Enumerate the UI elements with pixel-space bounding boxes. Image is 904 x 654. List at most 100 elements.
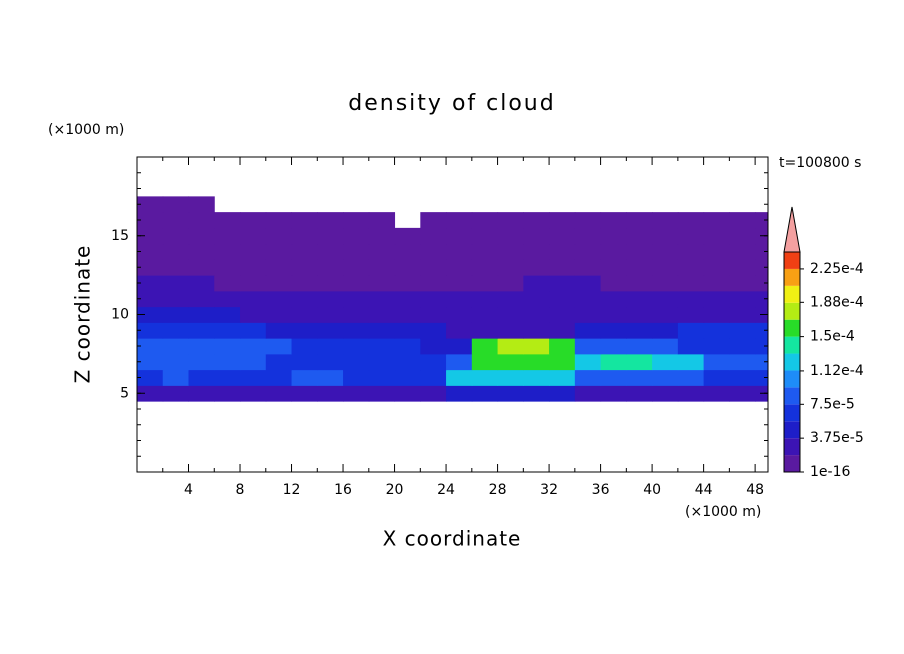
field-cell bbox=[240, 212, 267, 229]
field-cell bbox=[523, 212, 550, 229]
x-tick-label: 40 bbox=[643, 482, 661, 498]
field-cell bbox=[343, 306, 370, 323]
field-cell bbox=[394, 227, 421, 245]
field-cell bbox=[549, 369, 576, 386]
field-cell bbox=[446, 385, 473, 402]
field-cell bbox=[368, 290, 396, 308]
field-cell bbox=[626, 243, 653, 260]
field-cell bbox=[162, 196, 190, 213]
field-cell bbox=[317, 243, 344, 260]
field-cell bbox=[343, 243, 370, 260]
field-cell bbox=[291, 385, 318, 402]
field-cell bbox=[652, 259, 679, 276]
field-cell bbox=[137, 385, 164, 402]
field-cell bbox=[523, 227, 550, 245]
colorbar-segment bbox=[784, 370, 800, 388]
field-cell bbox=[265, 338, 293, 355]
field-cell bbox=[240, 306, 267, 323]
field-cell bbox=[677, 259, 705, 276]
field-cell bbox=[162, 212, 190, 229]
field-cell bbox=[626, 322, 653, 339]
colorbar-segment bbox=[784, 404, 800, 422]
colorbar-segment bbox=[784, 455, 800, 472]
field-cell bbox=[420, 306, 447, 323]
field-cell bbox=[162, 338, 190, 355]
x-tick-label: 4 bbox=[184, 482, 193, 498]
field-cell bbox=[394, 322, 421, 339]
field-cell bbox=[291, 369, 318, 386]
field-cell bbox=[291, 322, 318, 339]
field-cell bbox=[574, 338, 602, 355]
field-cell bbox=[394, 338, 421, 355]
field-cell bbox=[729, 243, 756, 260]
field-cell bbox=[162, 322, 190, 339]
field-cell bbox=[214, 290, 241, 308]
field-cell bbox=[652, 275, 679, 292]
field-cell bbox=[574, 243, 602, 260]
x-tick-label: 12 bbox=[283, 482, 301, 498]
colorbar-segment bbox=[784, 319, 800, 337]
field-cell bbox=[497, 212, 524, 229]
field-cell bbox=[574, 369, 602, 386]
field-cell bbox=[471, 290, 499, 308]
field-cell bbox=[652, 385, 679, 402]
field-cell bbox=[523, 306, 550, 323]
field-cell bbox=[549, 353, 576, 371]
field-cell bbox=[317, 275, 344, 292]
field-cell bbox=[574, 353, 602, 371]
field-cell bbox=[523, 275, 550, 292]
field-cell bbox=[343, 338, 370, 355]
field-cell bbox=[240, 322, 267, 339]
field-cell bbox=[677, 227, 705, 245]
field-cell bbox=[137, 306, 164, 323]
field-cell bbox=[446, 227, 473, 245]
x-tick-label: 20 bbox=[386, 482, 404, 498]
field-cell bbox=[755, 290, 769, 308]
field-cell bbox=[703, 369, 730, 386]
field-cell bbox=[497, 259, 524, 276]
field-cell bbox=[394, 353, 421, 371]
colorbar-segment bbox=[784, 421, 800, 439]
field-cell bbox=[214, 227, 241, 245]
field-cell bbox=[265, 369, 293, 386]
field-cell bbox=[343, 275, 370, 292]
field-cell bbox=[523, 338, 550, 355]
field-cell bbox=[652, 353, 679, 371]
colorbar-segment bbox=[784, 438, 800, 456]
x-axis-label: X coordinate bbox=[383, 527, 522, 551]
field-cell bbox=[291, 338, 318, 355]
field-cell bbox=[677, 338, 705, 355]
field-cell bbox=[446, 212, 473, 229]
field-cell bbox=[652, 369, 679, 386]
field-cell bbox=[600, 338, 627, 355]
chart-title: density of cloud bbox=[348, 91, 555, 116]
field-cell bbox=[755, 275, 769, 292]
field-cell bbox=[549, 306, 576, 323]
field-cell bbox=[755, 259, 769, 276]
field-cell bbox=[368, 338, 396, 355]
field-cell bbox=[291, 212, 318, 229]
field-cell bbox=[291, 275, 318, 292]
field-cell bbox=[368, 385, 396, 402]
field-cell bbox=[574, 290, 602, 308]
x-tick-label: 28 bbox=[489, 482, 507, 498]
field-cell bbox=[394, 259, 421, 276]
field-cell bbox=[497, 385, 524, 402]
field-cell bbox=[368, 243, 396, 260]
field-cell bbox=[549, 338, 576, 355]
field-cell bbox=[523, 322, 550, 339]
field-cell bbox=[368, 353, 396, 371]
field-cell bbox=[317, 259, 344, 276]
field-cell bbox=[600, 275, 627, 292]
field-cell bbox=[497, 306, 524, 323]
field-cell bbox=[317, 212, 344, 229]
field-cell bbox=[188, 212, 215, 229]
field-cell bbox=[755, 243, 769, 260]
field-cell bbox=[729, 306, 756, 323]
field-cell bbox=[368, 369, 396, 386]
field-cell bbox=[446, 322, 473, 339]
field-cell bbox=[162, 369, 190, 386]
colorbar-segment bbox=[784, 252, 800, 269]
field-cell bbox=[368, 227, 396, 245]
field bbox=[137, 196, 769, 402]
